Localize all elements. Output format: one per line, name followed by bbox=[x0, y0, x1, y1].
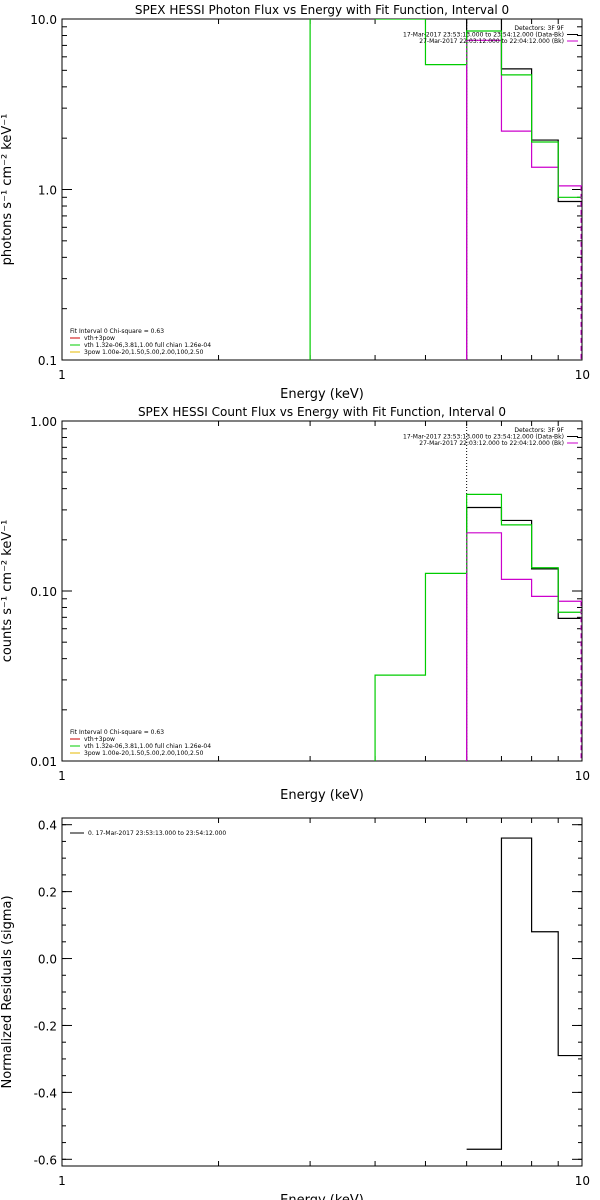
fit-line: vth 1.32e-06,3.81,1.00 full chian 1.26e-… bbox=[84, 743, 211, 750]
plot-area bbox=[309, 19, 582, 360]
info-line: 17-Mar-2017 23:53:13.000 to 23:54:12.000… bbox=[403, 32, 564, 39]
x-tick-label: 10 bbox=[575, 1174, 590, 1188]
x-tick-label: 1 bbox=[58, 368, 66, 382]
y-tick-label: 0.0 bbox=[38, 953, 57, 967]
y-tick-label: 0.10 bbox=[30, 585, 57, 599]
fit-line: 3pow 1.00e-20,1.50,5.00,2.00,100,2.50 bbox=[84, 349, 204, 356]
x-tick-label: 1 bbox=[58, 1174, 66, 1188]
info-line: Detectors: 3F 9F bbox=[514, 427, 564, 434]
info-line: 27-Mar-2017 22:03:12.000 to 22:04:12.000… bbox=[419, 38, 564, 45]
plot-area bbox=[374, 421, 582, 761]
chart-title: SPEX HESSI Count Flux vs Energy with Fit… bbox=[138, 405, 506, 419]
y-tick-label: 0.2 bbox=[38, 886, 57, 900]
panel-1: SPEX HESSI Photon Flux vs Energy with Fi… bbox=[0, 3, 590, 402]
y-tick-label: 0.4 bbox=[38, 819, 57, 833]
x-axis-label: Energy (keV) bbox=[280, 1193, 364, 1200]
y-tick-label: -0.4 bbox=[34, 1086, 57, 1100]
series-1-step-line bbox=[466, 19, 582, 360]
y-tick-label: 1.00 bbox=[30, 415, 57, 429]
series-1-step-line bbox=[466, 837, 582, 1150]
y-axis-label: photons s⁻¹ cm⁻² keV⁻¹ bbox=[0, 114, 15, 266]
x-axis-label: Energy (keV) bbox=[280, 788, 364, 803]
panel-2: SPEX HESSI Count Flux vs Energy with Fit… bbox=[0, 405, 590, 803]
x-tick-label: 10 bbox=[575, 368, 590, 382]
chart-title: SPEX HESSI Photon Flux vs Energy with Fi… bbox=[135, 3, 509, 17]
fit-line: vth+3pow bbox=[84, 736, 115, 743]
fit-line: vth 1.32e-06,3.81,1.00 full chian 1.26e-… bbox=[84, 342, 211, 349]
x-axis-label: Energy (keV) bbox=[280, 387, 364, 402]
legend-entry: 0. 17-Mar-2017 23:53:13.000 to 23:54:12.… bbox=[88, 830, 226, 837]
x-tick-label: 1 bbox=[58, 769, 66, 783]
series-2-step-line bbox=[466, 39, 582, 360]
info-line: Detectors: 3F 9F bbox=[514, 25, 564, 32]
y-tick-label: 1.0 bbox=[38, 184, 57, 198]
series-3-step-line bbox=[309, 19, 582, 360]
fit-line: 3pow 1.00e-20,1.50,5.00,2.00,100,2.50 bbox=[84, 750, 204, 757]
series-1-step-line bbox=[466, 506, 582, 761]
fit-summary: Fit Interval 0 Chi-square = 0.63 bbox=[70, 729, 164, 736]
y-axis-label: counts s⁻¹ cm⁻² keV⁻¹ bbox=[0, 520, 15, 663]
axes-frame bbox=[61, 817, 583, 1167]
y-tick-label: 0.1 bbox=[38, 354, 57, 368]
info-line: 27-Mar-2017 22:03:12.000 to 22:04:12.000… bbox=[419, 440, 564, 447]
x-tick-label: 10 bbox=[575, 769, 590, 783]
y-tick-label: -0.2 bbox=[34, 1019, 57, 1033]
info-line: 17-Mar-2017 23:53:13.000 to 23:54:12.000… bbox=[403, 434, 564, 441]
fit-line: vth+3pow bbox=[84, 335, 115, 342]
panel-3: 1 10 Energy (keV) -0.6 -0.4 -0.2 0.0 0.2 0.4 Norm… bbox=[0, 817, 590, 1200]
axes-frame bbox=[61, 18, 583, 361]
y-tick-label: 0.01 bbox=[30, 755, 57, 769]
axes-frame bbox=[61, 420, 583, 762]
fit-summary: Fit Interval 0 Chi-square = 0.63 bbox=[70, 328, 164, 335]
series-2-step-line bbox=[466, 532, 582, 761]
plot-area bbox=[466, 837, 582, 1150]
series-3-step-line bbox=[374, 493, 582, 761]
y-tick-label: 10.0 bbox=[30, 13, 57, 27]
y-axis-label: Normalized Residuals (sigma) bbox=[0, 895, 15, 1088]
y-tick-label: -0.6 bbox=[34, 1153, 57, 1167]
